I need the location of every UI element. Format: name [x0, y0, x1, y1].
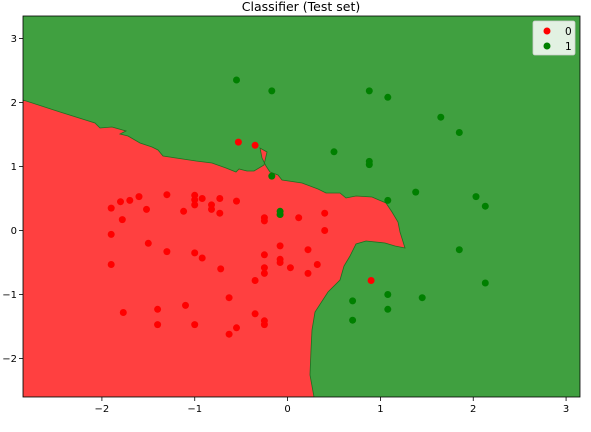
point-class-0 [233, 197, 240, 205]
y-tick-label: 2 [11, 98, 17, 109]
point-class-0 [216, 209, 224, 217]
point-class-0 [321, 227, 329, 234]
point-class-1 [233, 76, 240, 84]
x-tick-label: 0 [284, 404, 290, 415]
point-class-0 [304, 246, 312, 254]
legend: 0 1 [532, 20, 576, 56]
point-class-0 [143, 205, 150, 213]
point-class-1 [472, 193, 480, 201]
y-tick-label: −1 [2, 290, 17, 301]
point-class-0 [260, 321, 268, 329]
point-class-0 [260, 269, 268, 277]
point-class-1 [437, 113, 445, 121]
points-layer [107, 76, 489, 338]
point-class-1 [418, 294, 426, 302]
point-class-1 [330, 148, 338, 156]
point-class-0 [321, 209, 329, 217]
point-class-1 [384, 291, 392, 298]
point-class-0 [251, 277, 259, 284]
point-class-0 [251, 141, 259, 149]
point-class-0 [216, 195, 224, 202]
point-class-1 [455, 246, 463, 254]
point-class-0 [126, 196, 134, 204]
point-class-1 [455, 129, 463, 136]
point-class-1 [384, 196, 392, 204]
point-class-1 [349, 316, 357, 324]
legend-box [532, 20, 576, 56]
y-tick-label: 1 [11, 162, 17, 173]
legend-marker-class-0 [543, 27, 551, 35]
y-axis: −2 −1 0 1 2 3 [2, 34, 23, 365]
point-class-0 [198, 195, 206, 202]
point-class-0 [163, 248, 171, 256]
legend-label-class-1: 1 [565, 41, 572, 53]
point-class-1 [365, 161, 373, 169]
point-class-0 [191, 249, 199, 257]
point-class-1 [384, 305, 392, 313]
point-class-0 [233, 324, 240, 332]
region-class-0 [23, 99, 406, 397]
point-class-0 [154, 321, 162, 329]
point-class-0 [367, 277, 375, 284]
legend-marker-class-1 [543, 42, 551, 50]
point-class-0 [118, 216, 126, 224]
point-class-0 [163, 191, 171, 199]
point-class-0 [135, 193, 143, 201]
point-class-0 [260, 251, 268, 259]
point-class-0 [276, 259, 284, 266]
point-class-1 [349, 297, 357, 305]
x-tick-label: −1 [187, 404, 202, 415]
point-class-0 [180, 207, 188, 215]
point-class-0 [276, 242, 284, 250]
plot-area [23, 16, 580, 397]
point-class-1 [268, 87, 276, 95]
point-class-0 [295, 214, 303, 222]
point-class-0 [225, 330, 233, 338]
point-class-0 [198, 254, 206, 262]
point-class-0 [107, 230, 115, 238]
point-class-0 [208, 205, 215, 213]
legend-label-class-0: 0 [565, 26, 572, 38]
point-class-0 [304, 269, 312, 277]
point-class-0 [107, 204, 115, 212]
point-class-0 [117, 198, 124, 206]
point-class-0 [260, 217, 268, 225]
point-class-0 [313, 261, 321, 268]
point-class-0 [251, 310, 259, 318]
y-tick-label: 3 [11, 34, 17, 45]
point-class-0 [191, 321, 199, 329]
point-class-0 [191, 196, 199, 204]
point-class-0 [154, 305, 162, 313]
x-tick-label: −2 [95, 404, 110, 415]
plot-frame [22, 15, 581, 398]
point-class-0 [191, 201, 199, 209]
x-tick-label: 1 [377, 404, 383, 415]
point-class-1 [412, 188, 420, 196]
point-class-1 [384, 93, 392, 101]
point-class-0 [182, 301, 189, 309]
chart-title: Classifier (Test set) [242, 0, 360, 14]
point-class-0 [119, 309, 127, 316]
point-class-1 [365, 87, 373, 95]
point-class-0 [107, 261, 115, 268]
y-tick-label: −2 [2, 354, 17, 365]
point-class-0 [144, 239, 152, 247]
point-class-1 [268, 172, 276, 180]
y-tick-label: 0 [11, 226, 17, 237]
x-axis: −2 −1 0 1 2 3 [95, 397, 569, 415]
point-class-0 [217, 265, 225, 273]
point-class-0 [286, 264, 294, 272]
point-class-0 [234, 138, 242, 146]
point-class-1 [481, 202, 489, 210]
x-tick-label: 2 [470, 404, 476, 415]
x-tick-label: 3 [563, 404, 569, 415]
point-class-1 [481, 279, 489, 287]
point-class-0 [260, 264, 268, 272]
point-class-1 [276, 211, 284, 218]
point-class-0 [225, 294, 233, 302]
